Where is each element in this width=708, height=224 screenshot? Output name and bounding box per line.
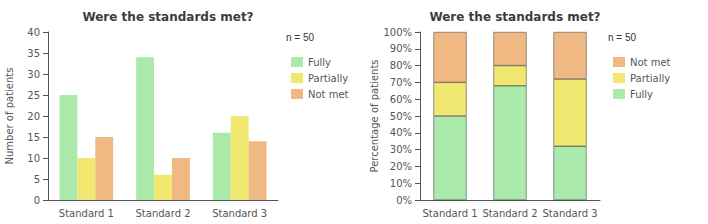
svg-text:35: 35 bbox=[27, 48, 40, 59]
svg-text:100%: 100% bbox=[383, 27, 412, 38]
svg-text:20: 20 bbox=[27, 111, 40, 122]
svg-text:0%: 0% bbox=[396, 195, 412, 206]
svg-text:Standard 3: Standard 3 bbox=[212, 208, 267, 219]
svg-text:10: 10 bbox=[27, 153, 40, 164]
svg-text:Standard 2: Standard 2 bbox=[135, 208, 190, 219]
svg-text:Partially: Partially bbox=[308, 73, 348, 84]
svg-text:0: 0 bbox=[34, 195, 40, 206]
svg-text:20%: 20% bbox=[390, 161, 412, 172]
svg-text:30%: 30% bbox=[390, 144, 412, 155]
svg-text:60%: 60% bbox=[390, 94, 412, 105]
svg-text:Standard 3: Standard 3 bbox=[542, 208, 597, 219]
svg-text:Were the standards met?: Were the standards met? bbox=[82, 10, 253, 24]
svg-text:Were the standards met?: Were the standards met? bbox=[429, 10, 600, 24]
svg-text:80%: 80% bbox=[390, 60, 412, 71]
svg-text:Number of patients: Number of patients bbox=[4, 68, 15, 165]
svg-text:15: 15 bbox=[27, 132, 40, 143]
svg-text:70%: 70% bbox=[390, 77, 412, 88]
svg-text:Fully: Fully bbox=[308, 57, 331, 68]
svg-text:n = 50: n = 50 bbox=[286, 32, 315, 43]
svg-text:50%: 50% bbox=[390, 111, 412, 122]
svg-text:30: 30 bbox=[27, 69, 40, 80]
svg-text:40: 40 bbox=[27, 27, 40, 38]
svg-text:Not met: Not met bbox=[630, 57, 671, 68]
svg-text:Percentage of patients: Percentage of patients bbox=[369, 59, 380, 172]
svg-text:10%: 10% bbox=[390, 178, 412, 189]
svg-text:90%: 90% bbox=[390, 43, 412, 54]
svg-text:Partially: Partially bbox=[630, 73, 670, 84]
svg-text:Standard 2: Standard 2 bbox=[482, 208, 537, 219]
svg-text:Standard 1: Standard 1 bbox=[59, 208, 114, 219]
svg-text:40%: 40% bbox=[390, 127, 412, 138]
svg-text:25: 25 bbox=[27, 90, 40, 101]
svg-text:5: 5 bbox=[34, 174, 40, 185]
svg-text:n = 50: n = 50 bbox=[608, 32, 637, 43]
svg-text:Not met: Not met bbox=[308, 89, 349, 100]
svg-text:Standard 1: Standard 1 bbox=[422, 208, 477, 219]
svg-text:Fully: Fully bbox=[630, 89, 653, 100]
